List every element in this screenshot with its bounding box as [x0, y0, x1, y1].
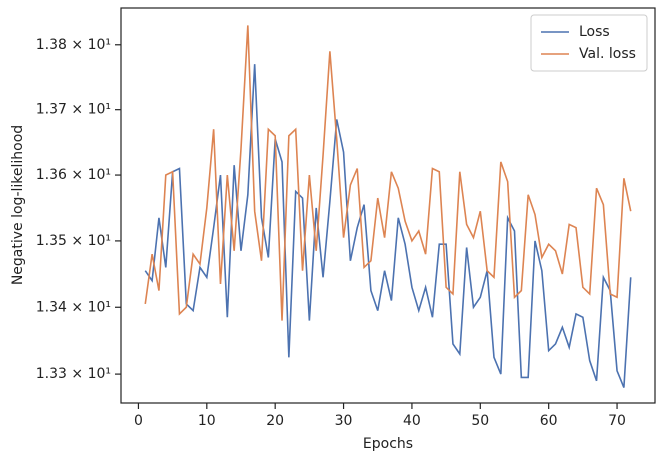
x-tick-label: 10 — [198, 413, 216, 429]
x-tick-label: 60 — [540, 413, 558, 429]
x-tick-label: 50 — [471, 413, 489, 429]
legend-label: Val. loss — [579, 46, 636, 62]
legend: Loss Val. loss — [530, 14, 648, 72]
x-tick-label: 20 — [266, 413, 284, 429]
x-tick-label: 70 — [608, 413, 626, 429]
y-tick-label: 1.38 × 10¹ — [36, 37, 111, 53]
y-tick-label: 1.37 × 10¹ — [36, 102, 111, 118]
legend-label: Loss — [579, 24, 610, 40]
series-line — [144, 64, 632, 388]
plot-frame — [120, 7, 656, 404]
y-tick-label: 1.36 × 10¹ — [36, 167, 111, 183]
x-axis-label: Epochs — [363, 436, 413, 452]
y-tick-label: 1.34 × 10¹ — [36, 299, 111, 315]
y-tick-label: 1.35 × 10¹ — [36, 233, 111, 249]
series-line — [144, 25, 632, 321]
x-tick-label: 40 — [403, 413, 421, 429]
legend-box — [530, 14, 648, 72]
y-axis-label: Negative log-likelihood — [10, 125, 26, 285]
y-tick-label: 1.33 × 10¹ — [36, 366, 111, 382]
x-tick-label: 0 — [134, 413, 143, 429]
x-tick-label: 30 — [335, 413, 353, 429]
